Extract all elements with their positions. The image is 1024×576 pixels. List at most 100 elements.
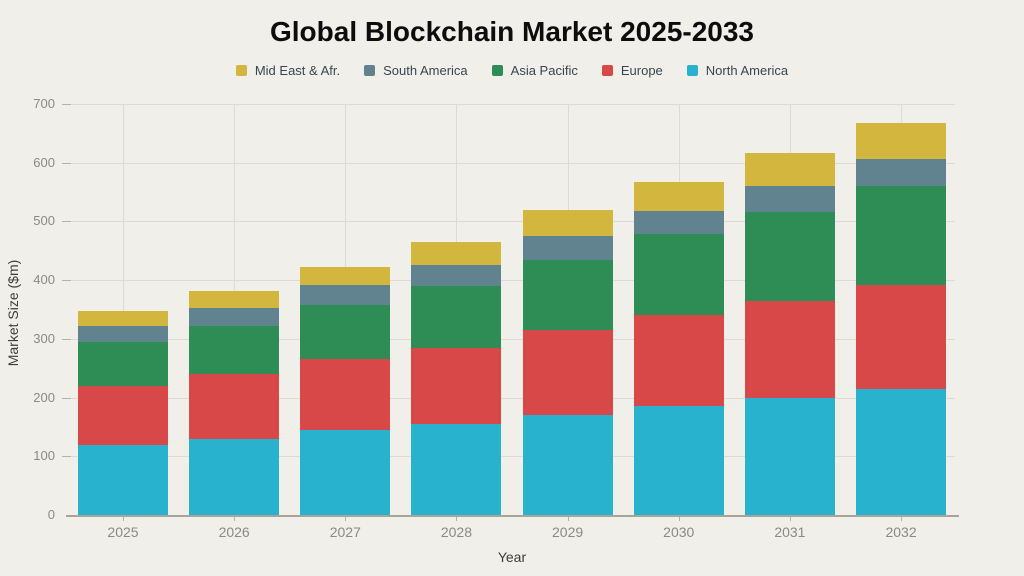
bar-segment-south-america	[300, 285, 391, 306]
bar-segment-europe	[411, 347, 502, 424]
x-tick-label: 2031	[774, 524, 806, 540]
legend-item-south-america: South America	[364, 63, 468, 78]
legend-item-europe: Europe	[601, 63, 663, 78]
legend-swatch-icon	[235, 65, 247, 76]
bar-segment-europe	[522, 330, 613, 416]
legend-item-north-america: North America	[686, 63, 789, 78]
horizontal-gridline	[62, 456, 955, 458]
legend-label: Europe	[620, 63, 663, 78]
y-tick-mark	[62, 162, 71, 164]
legend-label: North America	[705, 63, 789, 78]
x-tick-mark	[789, 516, 791, 521]
y-tick-label: 400	[33, 272, 55, 288]
x-tick-mark	[901, 516, 903, 521]
y-tick-label: 500	[33, 213, 55, 229]
bar-segment-europe	[744, 300, 835, 398]
x-tick-label: 2028	[440, 524, 473, 540]
bar-segment-south-america	[522, 236, 613, 260]
x-axis-line	[66, 515, 959, 517]
x-tick-mark	[123, 516, 124, 521]
horizontal-gridline	[62, 221, 955, 223]
bar-segment-asia-pacific	[78, 341, 168, 386]
bar-segment-europe	[856, 284, 947, 389]
x-tick-label: 2032	[885, 524, 917, 540]
bar-segment-asia-pacific	[411, 286, 502, 348]
y-tick-label: 600	[33, 154, 55, 170]
legend-item-asia-pacific: Asia Pacific	[491, 63, 578, 78]
y-tick-label: 700	[33, 96, 55, 111]
bar-segment-south-america	[411, 265, 502, 286]
bar-segment-mid-east-afr	[189, 290, 280, 308]
bar-segment-north-america	[189, 438, 280, 515]
bar-segment-south-america	[856, 158, 947, 187]
vertical-gridline	[123, 104, 124, 515]
x-tick-mark	[678, 516, 680, 521]
legend-swatch-icon	[686, 65, 698, 76]
bar-segment-mid-east-afr	[300, 267, 391, 286]
y-tick-label: 200	[33, 389, 55, 405]
y-tick-label: 300	[33, 330, 55, 346]
bar-segment-north-america	[633, 406, 724, 515]
x-tick-mark	[567, 516, 569, 521]
legend-swatch-icon	[364, 65, 376, 76]
bar-segment-asia-pacific	[522, 259, 613, 331]
bar-segment-south-america	[744, 186, 835, 213]
y-tick-mark	[62, 456, 71, 458]
horizontal-gridline	[62, 280, 955, 282]
bar-segment-asia-pacific	[856, 186, 947, 285]
bar-segment-north-america	[744, 397, 835, 515]
bar-segment-europe	[300, 359, 391, 430]
chart-title: Global Blockchain Market 2025-2033	[270, 16, 754, 47]
x-tick-mark	[456, 516, 458, 521]
x-tick-label: 2029	[552, 524, 584, 540]
legend-label: South America	[383, 63, 468, 78]
legend-label: Mid East & Afr.	[254, 63, 341, 78]
legend: Mid East & Afr. South America Asia Pacific…	[0, 63, 1024, 78]
x-tick-label: 2026	[218, 524, 250, 540]
bar-segment-mid-east-afr	[856, 122, 947, 159]
bar-segment-north-america	[78, 444, 168, 515]
bar-segment-asia-pacific	[633, 234, 724, 316]
x-tick-label: 2030	[663, 524, 695, 540]
bar-segment-south-america	[189, 307, 280, 326]
y-tick-mark	[62, 280, 71, 282]
bar-segment-mid-east-afr	[78, 311, 168, 326]
y-tick-mark	[62, 338, 71, 340]
horizontal-gridline	[62, 338, 955, 340]
bar-segment-europe	[189, 374, 280, 439]
x-axis-label: Year	[497, 549, 527, 565]
bar-segment-mid-east-afr	[411, 241, 502, 266]
bar-segment-asia-pacific	[189, 325, 280, 375]
bar-segment-mid-east-afr	[522, 209, 613, 237]
y-tick-mark	[62, 397, 71, 399]
bar-segment-mid-east-afr	[744, 153, 835, 187]
bar-segment-south-america	[633, 210, 724, 235]
bar-segment-south-america	[78, 325, 168, 342]
y-tick-label: 100	[33, 448, 55, 464]
bar-segment-asia-pacific	[744, 212, 835, 301]
x-tick-mark	[234, 516, 236, 521]
bar-segment-north-america	[300, 429, 391, 515]
horizontal-gridline	[62, 162, 955, 164]
bar-segment-europe	[633, 315, 724, 407]
bar-segment-asia-pacific	[300, 305, 391, 360]
legend-item-mid-east-afr: Mid East & Afr.	[235, 63, 341, 78]
y-tick-mark	[62, 104, 71, 105]
y-tick-mark	[62, 221, 71, 223]
bar-segment-europe	[78, 385, 168, 445]
bar-segment-north-america	[522, 415, 613, 515]
x-tick-mark	[345, 516, 347, 521]
horizontal-gridline	[62, 397, 955, 399]
legend-swatch-icon	[491, 65, 503, 76]
horizontal-gridline	[62, 104, 955, 105]
bar-segment-north-america	[856, 388, 947, 515]
x-tick-label: 2027	[329, 524, 361, 540]
y-tick-label: 0	[47, 507, 55, 522]
bar-segment-north-america	[411, 423, 502, 515]
x-tick-label: 2025	[107, 524, 139, 540]
bar-segment-mid-east-afr	[633, 181, 724, 211]
legend-swatch-icon	[601, 65, 613, 76]
y-axis-label: Market Size ($m)	[5, 259, 21, 367]
legend-label: Asia Pacific	[510, 63, 578, 78]
